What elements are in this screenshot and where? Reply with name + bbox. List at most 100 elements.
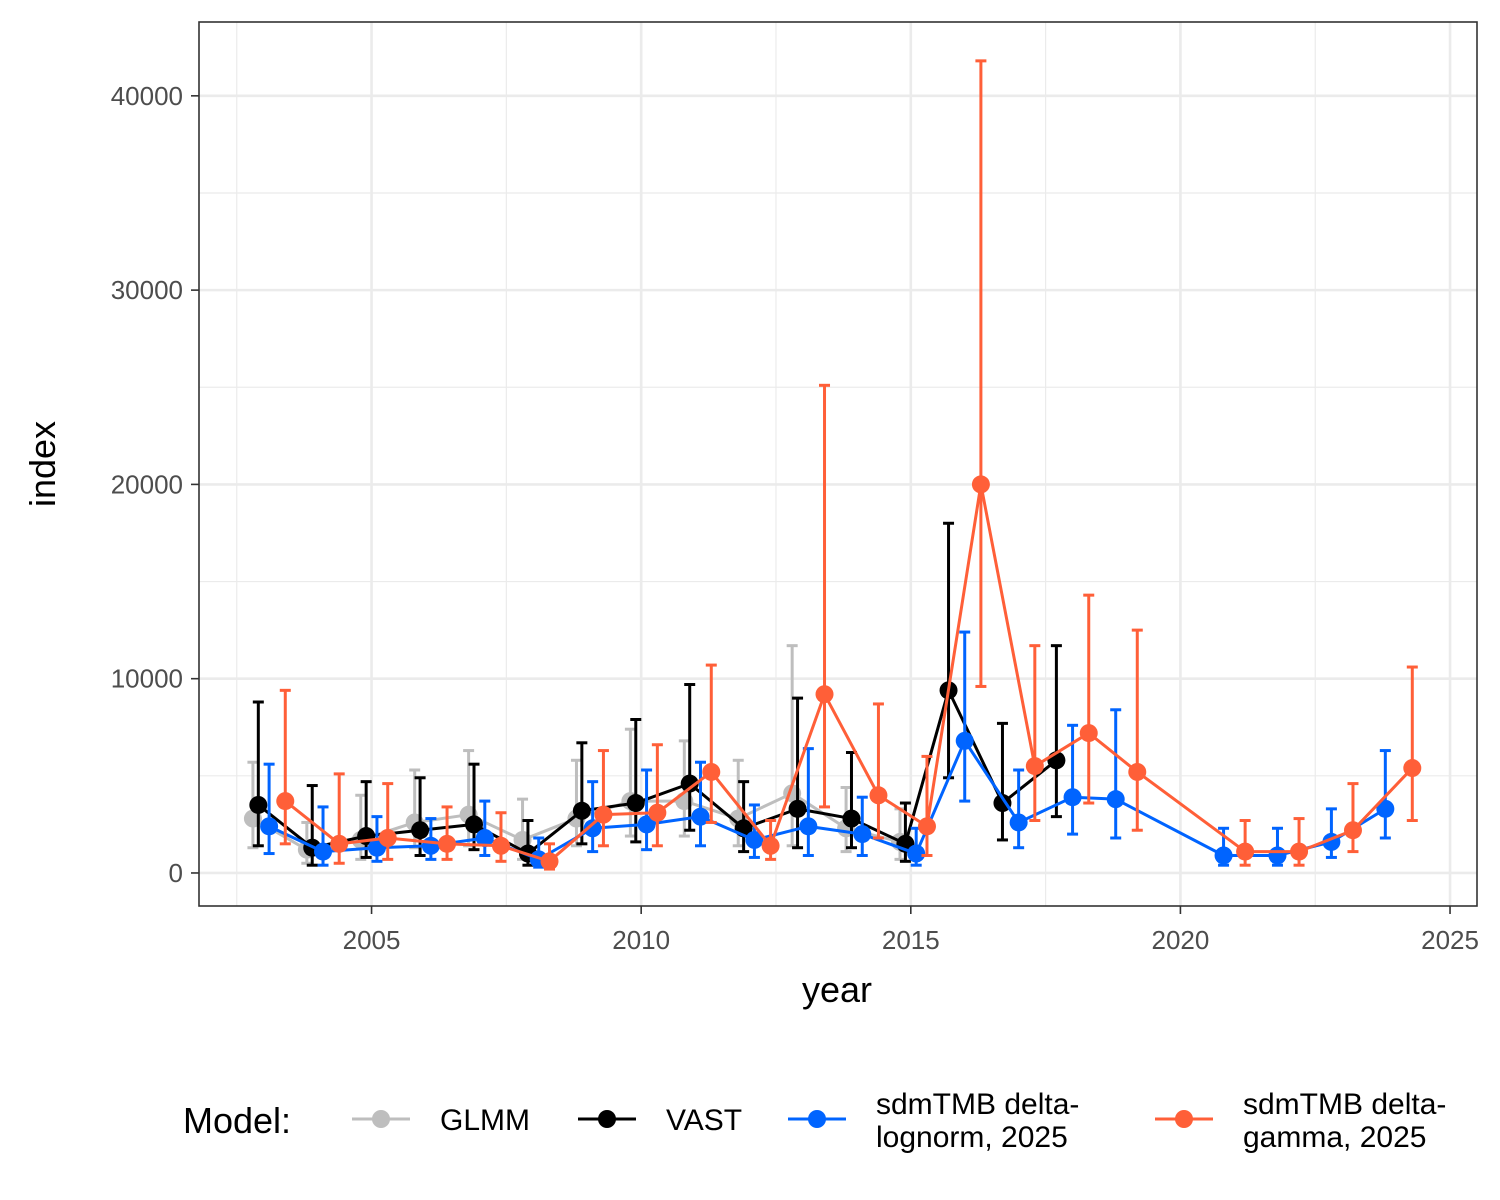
- error-bar: [872, 702, 884, 840]
- data-point: [1025, 757, 1044, 776]
- legend-label-line: sdmTMB delta-: [876, 1088, 1079, 1121]
- data-point: [260, 817, 279, 836]
- data-point: [475, 829, 494, 847]
- error-bar: [1347, 782, 1359, 854]
- panel-border: [198, 21, 1478, 907]
- legend-label-0: GLMM: [440, 1104, 530, 1137]
- data-point: [583, 819, 602, 838]
- data-point: [691, 807, 710, 826]
- error-bar: [1013, 768, 1025, 850]
- legend-key-point: [372, 1110, 390, 1128]
- data-point: [1290, 842, 1309, 861]
- error-bar: [975, 59, 987, 688]
- data-point: [330, 834, 349, 853]
- legend-label-3: sdmTMB delta-gamma, 2025: [1243, 1088, 1446, 1154]
- error-bar: [921, 754, 933, 857]
- error-bar: [597, 749, 609, 848]
- data-point: [815, 685, 834, 704]
- data-point: [626, 794, 645, 813]
- data-point: [465, 815, 484, 834]
- x-tick-label: 2025: [1421, 925, 1479, 955]
- error-bar: [630, 717, 642, 844]
- data-point: [842, 809, 861, 828]
- error-bar: [738, 780, 750, 854]
- data-point: [1214, 846, 1233, 865]
- y-tick-label: 10000: [111, 664, 183, 694]
- error-bar: [587, 780, 599, 854]
- error-bar: [468, 762, 480, 852]
- error-bar: [641, 768, 653, 852]
- data-point: [572, 801, 591, 820]
- error-bar: [1083, 593, 1095, 805]
- data-point: [1009, 813, 1028, 832]
- data-point: [594, 805, 613, 824]
- error-bar: [1131, 628, 1143, 832]
- error-bar: [1050, 644, 1062, 819]
- error-bar: [263, 762, 275, 856]
- legend: Model: GLMM VAST sdmTMB delta-lognorm, 202…: [183, 1088, 1446, 1154]
- data-point: [1376, 799, 1395, 818]
- legend-label-1: VAST: [666, 1104, 742, 1137]
- x-tick-label: 2015: [882, 925, 940, 955]
- data-point: [955, 731, 974, 750]
- error-bar: [624, 727, 636, 838]
- error-bar: [1029, 644, 1041, 823]
- data-point: [1343, 821, 1362, 840]
- data-point: [314, 842, 333, 861]
- data-point: [799, 817, 818, 836]
- y-tick-label: 30000: [111, 275, 183, 305]
- data-point: [438, 834, 457, 853]
- x-axis-title: year: [802, 969, 872, 1010]
- data-point: [788, 799, 807, 818]
- error-bar: [1110, 708, 1122, 840]
- legend-label-2: sdmTMB delta-lognorm, 2025: [876, 1088, 1079, 1154]
- error-bar: [705, 663, 717, 824]
- y-tick-label: 0: [169, 858, 183, 888]
- series-3: [276, 59, 1422, 871]
- grid-minor: [199, 22, 1477, 906]
- error-bar: [684, 683, 696, 832]
- legend-key-point: [1175, 1110, 1193, 1128]
- error-bar: [959, 630, 971, 803]
- error-bar: [576, 741, 588, 846]
- data-point: [378, 829, 397, 847]
- data-point: [869, 786, 888, 805]
- data-point: [276, 792, 295, 811]
- legend-key-point: [808, 1110, 826, 1128]
- data-point: [745, 830, 764, 849]
- series-layer: [243, 59, 1422, 871]
- legend-key-0: [352, 1110, 410, 1128]
- error-bar: [694, 760, 706, 848]
- data-point: [1106, 790, 1125, 809]
- error-bar: [279, 688, 291, 846]
- legend-title: Model:: [183, 1100, 291, 1141]
- data-point: [411, 821, 430, 840]
- series-1: [249, 521, 1066, 867]
- y-axis-title: index: [22, 421, 63, 507]
- legend-key-point: [598, 1110, 616, 1128]
- legend-label-line: gamma, 2025: [1243, 1121, 1426, 1154]
- data-point: [421, 836, 440, 855]
- y-tick-label: 20000: [111, 469, 183, 499]
- data-point: [491, 836, 510, 855]
- error-bar: [1406, 665, 1418, 823]
- data-point: [971, 475, 990, 494]
- data-point: [648, 803, 667, 822]
- x-tick-label: 2005: [343, 925, 401, 955]
- data-point: [1403, 759, 1422, 778]
- y-tick-label: 40000: [111, 81, 183, 111]
- axis-ticks: 2005 2010 2015 2020 2025 0 10000 20000 30000 4000…: [111, 81, 1479, 955]
- grid-major: [199, 22, 1477, 906]
- data-point: [702, 762, 721, 781]
- data-point: [1063, 788, 1082, 807]
- x-tick-label: 2020: [1151, 925, 1209, 955]
- data-point: [637, 815, 656, 834]
- data-point: [1268, 846, 1287, 865]
- data-point: [1079, 724, 1098, 743]
- data-point: [993, 794, 1012, 813]
- legend-key-3: [1155, 1110, 1213, 1128]
- error-bar: [252, 700, 264, 848]
- error-bar: [651, 743, 663, 848]
